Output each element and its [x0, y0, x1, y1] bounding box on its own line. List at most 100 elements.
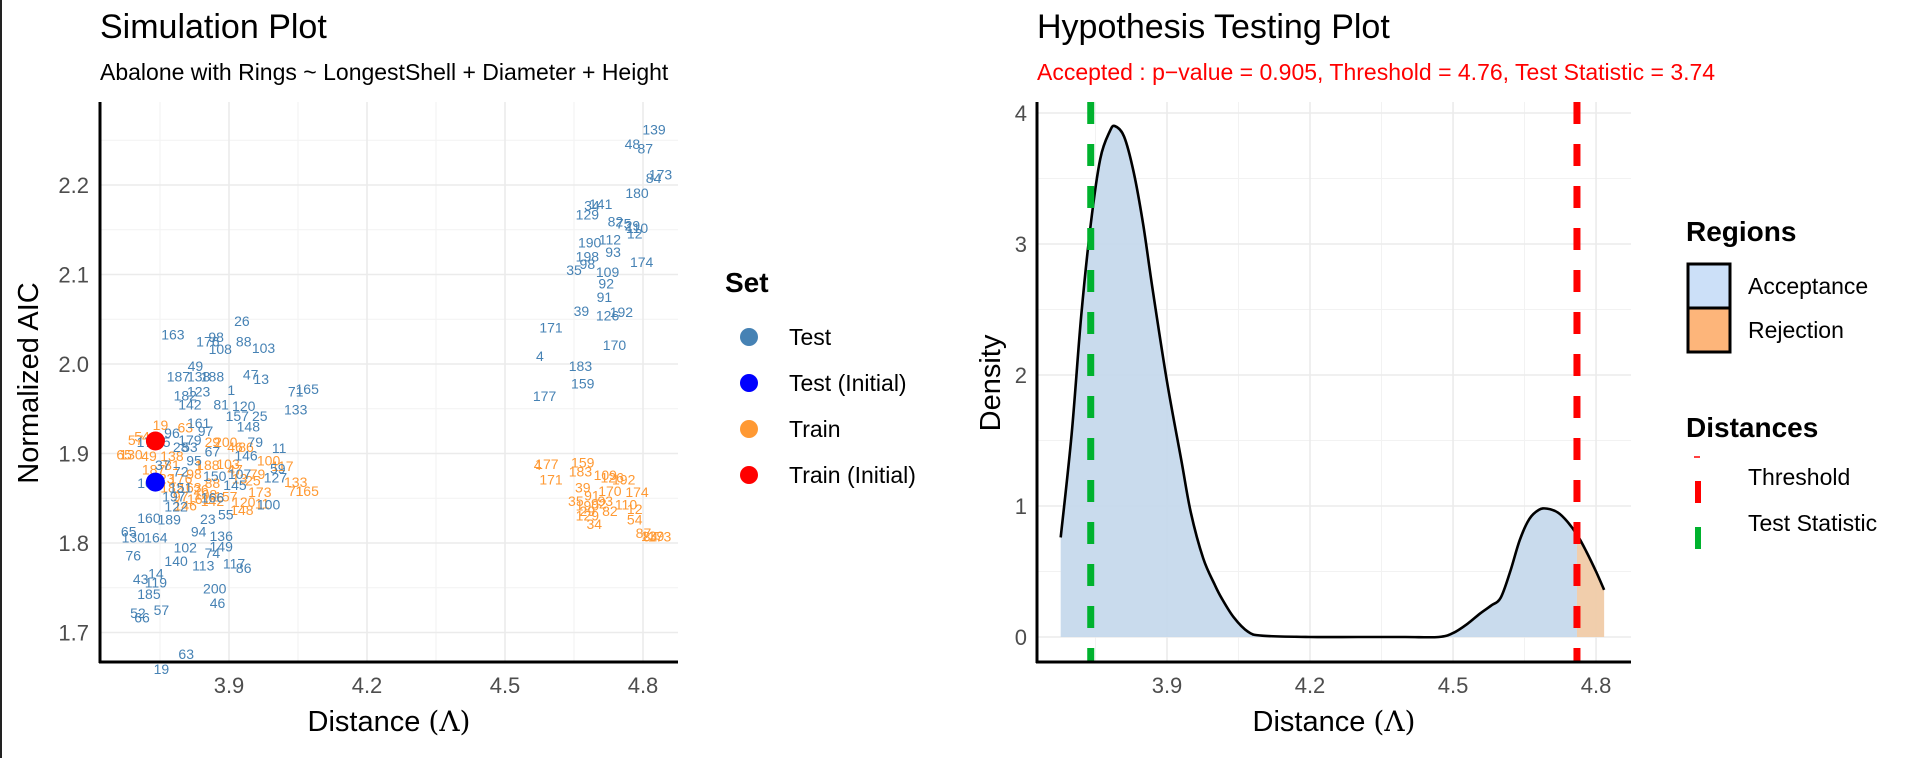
- test-point-label: 97: [198, 423, 214, 439]
- x-tick-label: 4.2: [1295, 673, 1326, 698]
- legend-key-swatch: [1686, 306, 1732, 354]
- train-point-label: 177: [535, 456, 559, 472]
- train-point-label: 65: [116, 446, 132, 462]
- test-point-label: 130: [122, 530, 146, 546]
- test-point-label: 98: [580, 256, 596, 272]
- y-tick-label: 1: [1015, 494, 1027, 519]
- test-point-label: 189: [158, 512, 182, 528]
- train-point-label: 86: [238, 439, 254, 455]
- test-point-label: 112: [599, 232, 622, 248]
- test-point-label: 133: [284, 402, 308, 418]
- train-point-label: 12: [627, 501, 643, 517]
- train-point-label: 170: [598, 483, 622, 499]
- legend-key-dot: [740, 466, 758, 484]
- train-point-label: 108: [194, 487, 218, 503]
- left-y-axis-title: Normalized AIC: [13, 282, 45, 483]
- train-point-label: 29: [205, 434, 221, 450]
- test-point-label: 52: [130, 605, 146, 621]
- train-point-label: 161: [187, 491, 211, 507]
- test-point-label: 164: [144, 530, 168, 546]
- train-point-label: 97: [173, 488, 189, 504]
- train-point-label: 88: [205, 475, 221, 491]
- train-point-label: 1: [195, 457, 203, 473]
- x-tick-label: 4.2: [352, 673, 383, 698]
- train-point-label: 146: [174, 497, 198, 513]
- test-point-label: 107: [228, 466, 252, 482]
- test-point-label: 129: [576, 207, 600, 223]
- test-point-label: 84: [646, 170, 662, 186]
- right-x-tick-labels: 3.9 4.2 4.5 4.8: [1152, 673, 1612, 698]
- test-point-label: 88: [236, 334, 252, 350]
- right-y-axis-title: Density: [975, 334, 1007, 431]
- train-point-label: 192: [612, 471, 636, 487]
- test-point-label: 48: [625, 136, 641, 152]
- test-point-label: 145: [223, 477, 247, 493]
- test-point-label: 197: [162, 488, 186, 504]
- train-point-label: 19: [153, 417, 169, 433]
- y-tick-label: 2.0: [58, 352, 89, 377]
- test-point-label: 185: [137, 586, 161, 602]
- test-point-label: 146: [234, 447, 258, 463]
- legend-item-label: Test (Initial): [789, 370, 907, 396]
- legend-key-swatch: [1686, 262, 1732, 310]
- test-point-label: 94: [191, 523, 207, 539]
- test-point-label: 100: [257, 497, 281, 513]
- train-point-label: 117: [271, 458, 294, 474]
- train-point-label: 190: [576, 497, 600, 513]
- legend-key-dot: [740, 328, 758, 346]
- train-point-label: 174: [625, 484, 649, 500]
- test-point-label: 136: [210, 528, 234, 544]
- test-point-label: 92: [598, 275, 614, 291]
- right-y-tick-labels: 0 1 2 3 4: [1015, 101, 1027, 650]
- y-tick-label: 1.7: [58, 621, 89, 646]
- train-point-label: 46: [227, 439, 243, 455]
- test-point-label: 102: [174, 539, 198, 555]
- hypothesis-plot-title: Hypothesis Testing Plot: [1037, 8, 1390, 46]
- test-point-label: 13: [253, 371, 269, 387]
- test-point-label: 173: [649, 166, 673, 182]
- test-point-label: 43: [133, 571, 149, 587]
- y-tick-label: 0: [1015, 625, 1027, 650]
- test-point-label: 28: [173, 439, 189, 455]
- train-point-label: 200: [214, 434, 238, 450]
- x-tick-label: 3.9: [214, 673, 245, 698]
- left-gridlines: [100, 102, 678, 662]
- train-point-label: 182: [160, 480, 184, 496]
- test-point-label: 98: [208, 329, 224, 345]
- train-point-label: 110: [615, 497, 638, 513]
- test-point-label: 127: [264, 470, 288, 486]
- test-point-label: 117: [223, 556, 246, 572]
- test-point-label: 103: [252, 340, 276, 356]
- test-point-label: 149: [210, 539, 234, 555]
- test-point-label: 75: [616, 215, 632, 231]
- train-point-label: 4: [534, 457, 542, 473]
- test-point-label: 126: [596, 308, 620, 324]
- test-point-label: 63: [178, 646, 194, 662]
- test-point-label: 142: [178, 396, 202, 412]
- train-point-label: 26: [193, 481, 209, 497]
- test-point-label: 177: [533, 388, 557, 404]
- hypothesis-plot-subtitle: Accepted : p−value = 0.905, Threshold = …: [1037, 59, 1715, 85]
- simulation-plot-panel: Simulation Plot Abalone with Rings ~ Lon…: [13, 8, 916, 738]
- test-point-label: 93: [605, 244, 621, 260]
- test-point-label: 47: [243, 367, 259, 383]
- train-point-label: 13: [232, 471, 248, 487]
- test-point-label: 163: [161, 326, 185, 342]
- train-initial-point: [145, 431, 165, 451]
- train-point-label: 157: [214, 488, 238, 504]
- test-point-label: 49: [188, 358, 204, 374]
- test-point-label: 86: [236, 560, 252, 576]
- test-point-label: 139: [642, 122, 666, 138]
- test-point-label: 138: [187, 369, 211, 385]
- test-point-label: 46: [210, 595, 226, 611]
- train-point-label: 173: [648, 529, 672, 545]
- test-point-label: 12: [627, 225, 643, 241]
- legend-item-label: Train: [789, 416, 841, 442]
- test-point-label: 183: [569, 358, 593, 374]
- y-tick-label: 3: [1015, 232, 1027, 257]
- right-x-axis-title: Distance (Λ): [1253, 705, 1416, 738]
- test-point-label: 123: [187, 384, 211, 400]
- test-point-label: 109: [596, 264, 620, 280]
- train-point-label: 92: [591, 496, 607, 512]
